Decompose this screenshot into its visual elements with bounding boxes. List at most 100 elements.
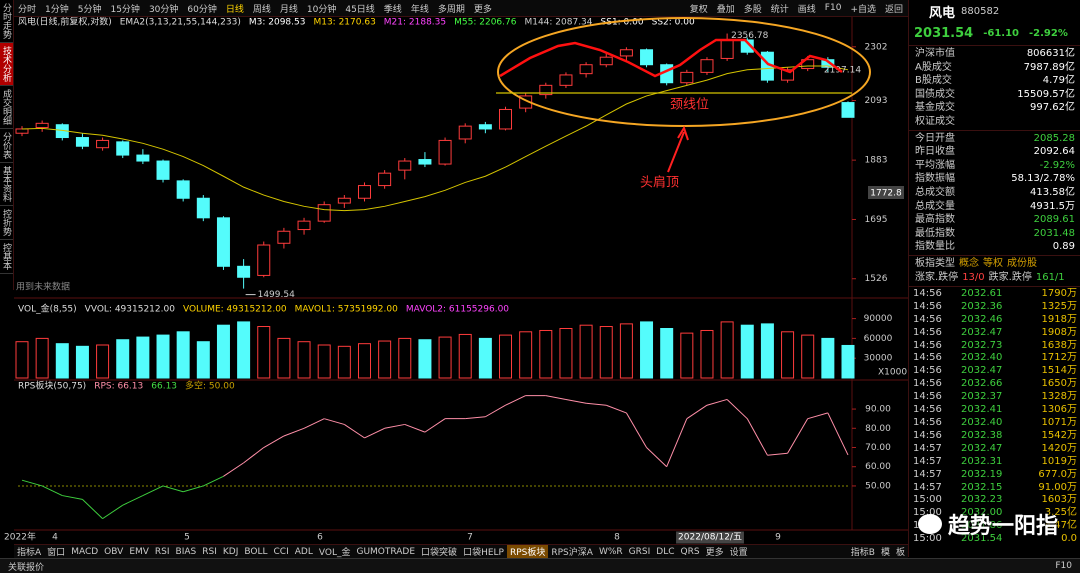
indicator-tab[interactable]: DLC: [656, 546, 675, 557]
rps-segment: [586, 402, 607, 406]
indicator-tab[interactable]: QRS: [680, 546, 700, 557]
indicator-tab[interactable]: GUMOTRADE: [356, 546, 416, 557]
trade-row: 14:56 2032.66 1650万: [909, 378, 1080, 391]
status-right[interactable]: F10: [1055, 561, 1072, 571]
legend-item: RPS板块(50,75): [18, 380, 86, 392]
stat-label: 最低指数: [915, 227, 955, 239]
period-tab[interactable]: 10分钟: [306, 4, 337, 15]
indicator-tab[interactable]: 更多: [705, 548, 724, 558]
y-tick-label: 1883: [865, 156, 888, 166]
trade-volume: 1603万: [1041, 494, 1077, 506]
side-tab[interactable]: 技术分析: [0, 43, 13, 86]
toolbar-action[interactable]: 叠加: [716, 4, 735, 15]
period-tab[interactable]: 年线: [410, 4, 429, 15]
candle-body: [176, 180, 190, 199]
period-tab[interactable]: 日线: [225, 4, 244, 15]
indicator-tab[interactable]: MACD: [71, 546, 99, 557]
period-tab[interactable]: 1分钟: [45, 4, 69, 15]
indicator-tab[interactable]: BOLL: [244, 546, 268, 557]
candle-body: [438, 139, 452, 165]
candle-body: [75, 137, 89, 147]
indicator-tab[interactable]: RSI: [154, 546, 170, 557]
indicator-tab[interactable]: VOL_金: [318, 548, 351, 558]
rps-segment: [21, 479, 43, 487]
trade-volume: 0.0: [1061, 533, 1077, 545]
period-tab[interactable]: 分时: [18, 4, 37, 15]
period-tab[interactable]: 多周期: [437, 4, 465, 15]
side-tab[interactable]: 分时走势: [0, 0, 13, 43]
indicator-tab[interactable]: 口袋HELP: [463, 548, 504, 558]
side-tab[interactable]: 基本资料: [0, 163, 13, 206]
toolbar-action[interactable]: 画线: [797, 4, 816, 15]
indicator-tab[interactable]: OBV: [104, 546, 124, 557]
trades: 14:56 2032.61 1790万 14:56 2032.36 1325万 14:56 2…: [909, 288, 1080, 546]
period-tab[interactable]: 60分钟: [187, 4, 217, 15]
indicator-tab[interactable]: 指标B: [850, 548, 875, 558]
candle-body: [15, 128, 29, 134]
period-tab[interactable]: 月线: [279, 4, 298, 15]
indicator-tab[interactable]: ADL: [294, 546, 313, 557]
period-tab[interactable]: 45日线: [345, 4, 375, 15]
volume-bar: [619, 323, 633, 379]
indicator-tab[interactable]: 窗口: [47, 548, 66, 558]
volume-bar: [841, 344, 855, 379]
trade-time: 14:56: [913, 287, 942, 299]
indicator-tab[interactable]: 板: [895, 548, 905, 558]
indicator-tab[interactable]: 指标A: [17, 548, 42, 558]
trade-price: 2032.38: [961, 429, 1003, 441]
stat-row: 今日开盘 2085.28: [909, 132, 1080, 146]
period-tab[interactable]: 15分钟: [110, 4, 140, 15]
stat-value: 0.89: [1052, 241, 1075, 253]
trade-time: 14:56: [913, 391, 942, 403]
trade-time: 14:57: [913, 442, 942, 454]
trade-volume: 1514万: [1041, 365, 1077, 377]
rps-segment: [183, 485, 204, 493]
board-tag[interactable]: 成份股: [1007, 257, 1037, 269]
toolbar-action[interactable]: 复权: [689, 4, 708, 15]
period-tab[interactable]: 5分钟: [77, 4, 102, 15]
board-tag[interactable]: 等权: [983, 257, 1003, 269]
annotation: 颈线位: [670, 98, 709, 113]
side-tab[interactable]: 成交明细: [0, 86, 13, 129]
indicator-tab[interactable]: RPS板块: [506, 545, 549, 558]
side-tab[interactable]: 控折势: [0, 206, 13, 240]
indicator-tab[interactable]: GRSI: [628, 546, 651, 557]
indicator-tab[interactable]: 口袋突破: [421, 548, 458, 558]
indicator-tab[interactable]: RSI: [202, 546, 217, 557]
period-tab[interactable]: 更多: [473, 4, 492, 15]
rps-segment: [122, 495, 144, 506]
watermark: 趋势一阳指: [918, 508, 1058, 540]
rps-segment: [505, 395, 526, 406]
toolbar-action[interactable]: +自选: [850, 4, 876, 15]
trade-volume: 1325万: [1041, 300, 1077, 312]
trade-price: 2032.47: [961, 442, 1003, 454]
toolbar-action[interactable]: F10: [824, 3, 842, 13]
candle-body: [680, 71, 694, 84]
board-tag[interactable]: 概念: [959, 257, 979, 269]
indicator-tab[interactable]: 设置: [729, 548, 748, 558]
period-tab[interactable]: 季线: [383, 4, 402, 15]
side-tabs: 分时走势 技术分析 成交明细 分价表 基本资料 控折势 控基本: [0, 0, 14, 290]
indicator-tab[interactable]: 模: [880, 548, 890, 558]
toolbar: 分时 1分钟 5分钟 15分钟 30分钟 60分钟 日线 周线 月线 10分钟 45日线 季线 年线 多周…: [14, 0, 908, 17]
status-left[interactable]: 关联报价: [8, 562, 45, 573]
candle-body: [418, 159, 432, 165]
side-tab[interactable]: 分价表: [0, 129, 13, 163]
volume-bar: [317, 344, 331, 379]
side-tab[interactable]: 控基本: [0, 240, 13, 274]
indicator-tab[interactable]: KDJ: [222, 546, 239, 557]
stat-value: 997.62亿: [1030, 102, 1075, 114]
period-tab[interactable]: 周线: [252, 4, 271, 15]
trade-price: 2032.47: [961, 365, 1003, 377]
stat-value: 2031.48: [1033, 227, 1075, 239]
indicator-tab[interactable]: W%R: [598, 546, 623, 557]
indicator-tab[interactable]: CCI: [273, 546, 289, 557]
indicator-tab[interactable]: BIAS: [175, 546, 197, 557]
toolbar-action[interactable]: 多股: [743, 4, 762, 15]
indicator-tab[interactable]: EMV: [129, 546, 149, 557]
candle-body: [337, 197, 351, 204]
indicator-tab[interactable]: RPS沪深A: [551, 548, 593, 558]
period-tab[interactable]: 30分钟: [148, 4, 179, 15]
toolbar-action[interactable]: 返回: [884, 4, 903, 15]
toolbar-action[interactable]: 统计: [770, 4, 789, 15]
